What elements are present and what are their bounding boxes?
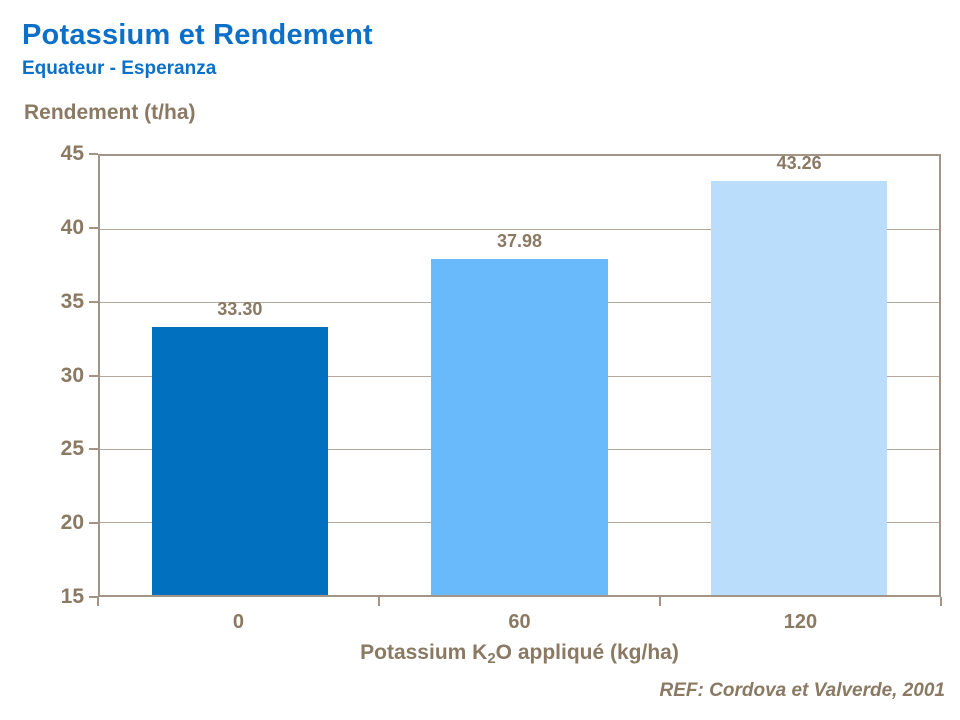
category-slot-0: 33.30 — [100, 156, 380, 595]
y-axis-tick-label: 15 — [60, 585, 84, 608]
bar-value-label: 43.26 — [776, 153, 822, 174]
y-axis-tick-label: 20 — [60, 511, 84, 535]
y-axis-tick-label: 30 — [60, 363, 84, 387]
y-axis-tick-label: 25 — [60, 437, 84, 461]
gridline — [100, 229, 939, 231]
bar-120 — [711, 181, 888, 595]
category-slot-120: 43.26 — [659, 153, 939, 595]
x-axis-title-suffix: O appliqué (kg/ha) — [495, 641, 679, 664]
y-axis-tick — [89, 300, 98, 303]
y-axis-tick — [89, 448, 98, 451]
page-subtitle: Equateur - Esperanza — [22, 58, 217, 79]
y-axis-tick — [89, 374, 98, 377]
y-axis-tick — [89, 522, 98, 525]
plot-area: 33.30 37.98 43.26 — [98, 153, 941, 597]
y-axis-tick — [89, 226, 98, 229]
reference-citation: REF: Cordova et Valverde, 2001 — [659, 680, 945, 701]
y-axis-title: Rendement (t/ha) — [24, 101, 196, 124]
y-axis-tick — [89, 153, 98, 155]
y-axis-tick-label: 45 — [60, 142, 84, 165]
x-axis-tick — [940, 597, 942, 606]
x-axis-title: Potassium K2O appliqué (kg/ha) — [98, 641, 941, 667]
page-title: Potassium et Rendement — [22, 19, 373, 51]
x-axis-tick — [97, 597, 99, 606]
x-axis-tick-labels: 0 60 120 — [98, 611, 941, 637]
bar-value-label: 37.98 — [496, 230, 542, 251]
y-axis-tick — [89, 596, 98, 598]
x-axis-tick-label: 120 — [783, 611, 818, 633]
bar-60 — [431, 258, 608, 595]
y-axis-tick-labels: 45 40 35 30 25 20 15 — [0, 142, 84, 608]
x-axis-title-subscript: 2 — [487, 650, 496, 667]
y-axis-tick-marks — [89, 153, 98, 598]
x-axis-title-prefix: Potassium K — [360, 641, 488, 664]
category-slot-60: 37.98 — [380, 156, 660, 595]
bar-value-label: 33.30 — [217, 299, 263, 320]
x-axis-tick-label: 60 — [508, 611, 531, 633]
x-axis-tick-label: 0 — [232, 611, 245, 633]
x-axis-tick-marks — [97, 597, 942, 606]
y-axis-tick-label: 35 — [60, 289, 84, 313]
x-axis-tick — [377, 597, 380, 606]
x-axis-tick — [658, 597, 661, 606]
bar-0 — [151, 327, 328, 595]
y-axis-tick-label: 40 — [60, 215, 84, 239]
